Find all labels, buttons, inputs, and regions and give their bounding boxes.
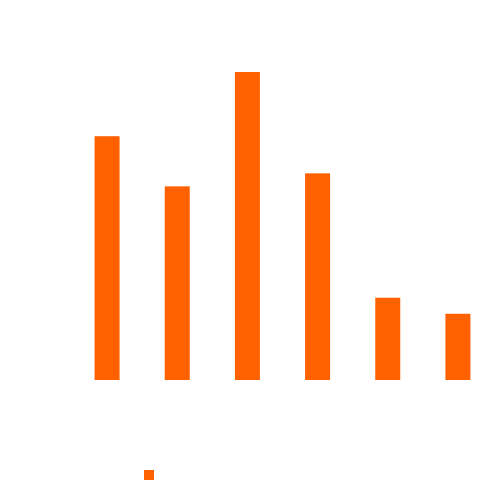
bars-group bbox=[94, 72, 471, 380]
bar-4 bbox=[305, 173, 331, 380]
bar-5 bbox=[375, 297, 401, 380]
bar-6 bbox=[445, 313, 471, 380]
bar-1 bbox=[94, 136, 120, 380]
bar-2 bbox=[164, 186, 190, 380]
legend bbox=[144, 470, 154, 480]
legend-swatch bbox=[144, 470, 154, 480]
bar-3 bbox=[234, 72, 260, 380]
